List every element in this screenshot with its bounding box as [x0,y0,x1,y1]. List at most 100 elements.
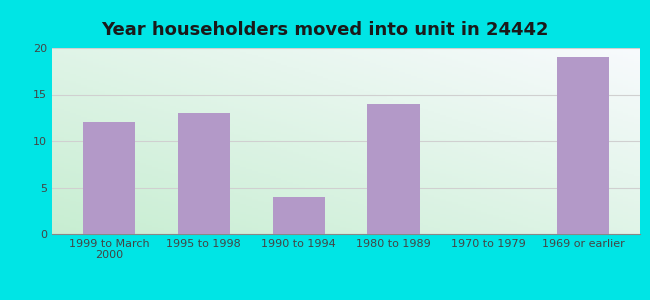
Bar [281,210,287,212]
Bar [517,172,523,175]
Bar [240,171,246,172]
Bar [158,175,164,176]
Bar [476,161,482,163]
Bar [135,195,140,197]
Bar [240,119,246,121]
Bar [129,67,135,68]
Bar [152,52,158,54]
Bar [446,85,452,87]
Bar [111,68,117,70]
Bar [299,184,305,186]
Bar [311,197,317,199]
Bar [399,48,405,50]
Bar [70,232,75,234]
Bar [623,182,629,184]
Bar [246,154,252,156]
Bar [376,52,382,54]
Bar [405,59,411,61]
Bar [322,180,328,182]
Bar [75,134,81,135]
Bar [276,89,281,91]
Bar [493,102,499,104]
Bar [299,169,305,171]
Bar [428,175,434,176]
Bar [517,102,523,104]
Bar [452,61,458,63]
Bar [252,204,258,206]
Bar [81,68,87,70]
Bar [458,106,463,107]
Bar [552,175,558,176]
Bar [540,160,546,161]
Bar [370,78,376,80]
Bar [387,188,393,189]
Bar [229,119,235,121]
Bar [582,102,588,104]
Bar [588,204,593,206]
Bar [452,74,458,76]
Bar [123,124,129,126]
Bar [611,94,617,96]
Bar [605,226,611,228]
Bar [463,139,470,141]
Bar [152,184,158,186]
Bar [617,176,623,178]
Bar [511,171,517,172]
Bar [205,175,211,176]
Bar [476,68,482,70]
Bar [629,94,634,96]
Bar [258,83,264,85]
Bar [328,132,334,134]
Bar [611,172,617,175]
Bar [211,85,216,87]
Bar [193,80,199,82]
Bar [181,180,187,182]
Bar [382,219,387,221]
Bar [264,100,270,102]
Bar [634,52,640,54]
Bar [575,165,582,167]
Bar [81,72,87,74]
Bar [293,124,299,126]
Bar [70,186,75,188]
Bar [70,214,75,215]
Bar [129,107,135,110]
Bar [352,110,358,111]
Bar [463,158,470,160]
Bar [376,106,382,107]
Bar [58,188,64,189]
Bar [70,104,75,106]
Bar [99,85,105,87]
Bar [599,98,605,100]
Bar [564,210,569,212]
Bar [358,154,364,156]
Bar [463,175,470,176]
Bar [293,83,299,85]
Bar [129,178,135,180]
Bar [569,178,575,180]
Bar [123,128,129,130]
Bar [164,225,170,226]
Bar [588,193,593,195]
Bar [599,230,605,232]
Bar [52,147,58,148]
Bar [393,176,399,178]
Bar [588,94,593,96]
Bar [187,160,193,161]
Bar [170,172,176,175]
Bar [222,130,229,132]
Bar [75,188,81,189]
Bar [270,111,276,113]
Bar [258,219,264,221]
Bar [428,54,434,56]
Bar [517,110,523,111]
Bar [476,193,482,195]
Bar [523,85,528,87]
Bar [399,137,405,139]
Bar [276,113,281,115]
Bar [546,124,552,126]
Bar [264,132,270,134]
Bar [246,132,252,134]
Bar [634,115,640,117]
Bar [399,223,405,225]
